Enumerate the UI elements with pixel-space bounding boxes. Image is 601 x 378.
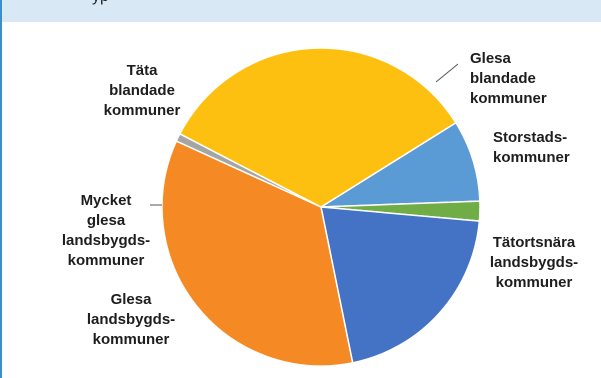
slice-label-line: blandade <box>470 70 536 87</box>
slice-label-line: blandade <box>109 82 175 99</box>
slice-label-1: Storstads-kommuner <box>493 129 570 166</box>
slice-label-line: landsbygds- <box>62 232 150 249</box>
slice-label-line: Täta <box>127 62 159 79</box>
header-partial-text: yp <box>92 0 109 6</box>
pie-slice-2 <box>320 206 481 364</box>
slice-label-line: Glesa <box>111 291 153 308</box>
slice-label-line: kommuner <box>496 274 573 291</box>
slice-label-5: Täta blandade kommuner <box>104 62 181 119</box>
slice-label-4: Mycket glesa landsbygds-kommuner <box>62 192 150 269</box>
slice-label-line: kommuner <box>470 90 547 107</box>
slice-label-line: landsbygds- <box>490 254 578 271</box>
slice-label-3: Glesa landsbygds-kommuner <box>87 291 175 348</box>
pie-slice-3 <box>161 140 354 367</box>
slice-label-line: kommuner <box>104 102 181 119</box>
slice-label-line: kommuner <box>68 252 145 269</box>
slice-label-2: Tätortsnära landsbygds-kommuner <box>490 234 578 291</box>
slice-label-line: kommuner <box>93 331 170 348</box>
header-band: yp <box>2 0 601 22</box>
slice-label-line: landsbygds- <box>87 311 175 328</box>
slice-label-line: Mycket <box>81 192 132 209</box>
pie-slice-5 <box>178 47 457 208</box>
slice-label-line: glesa <box>87 212 126 229</box>
slice-label-line: Storstads- <box>493 129 567 146</box>
slice-label-line: kommuner <box>493 149 570 166</box>
slice-label-line: Tätortsnära <box>493 234 576 251</box>
slice-label-line: Glesa <box>470 50 512 67</box>
slice-label-0: Glesa blandade kommuner <box>470 50 547 107</box>
leader-line-0 <box>435 63 459 83</box>
